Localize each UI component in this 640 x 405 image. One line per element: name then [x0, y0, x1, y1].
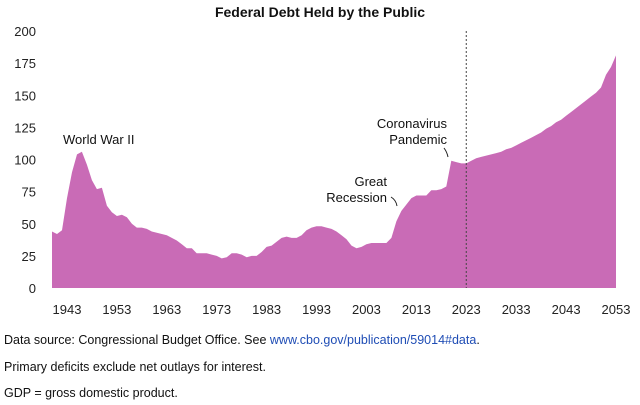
y-axis-ticks: 0 25 50 75 100 125 150 175 200	[14, 24, 36, 296]
annotation-coronavirus-pandemic: Coronavirus Pandemic	[377, 116, 448, 147]
annotation-arrow	[390, 196, 398, 207]
x-tick-label: 2003	[352, 302, 381, 317]
data-source-note: Data source: Congressional Budget Office…	[4, 333, 480, 347]
primary-deficits-note: Primary deficits exclude net outlays for…	[4, 360, 266, 374]
x-tick-label: 1953	[102, 302, 131, 317]
y-tick-label: 175	[14, 56, 36, 71]
y-tick-label: 25	[22, 249, 36, 264]
chart-title: Federal Debt Held by the Public	[214, 4, 426, 20]
y-tick-label: 50	[22, 217, 36, 232]
x-tick-label: 1943	[53, 302, 82, 317]
x-axis-ticks: 1943 1953 1963 1973 1983 1993 2003 2013 2023 2033…	[53, 302, 631, 317]
x-tick-label: 1973	[202, 302, 231, 317]
source-text: Data source: Congressional Budget Office…	[4, 333, 270, 347]
y-tick-label: 200	[14, 24, 36, 39]
y-tick-label: 100	[14, 153, 36, 168]
x-tick-label: 2013	[402, 302, 431, 317]
chart-annotations: World War II Great Recession Coronavirus Pan…	[63, 116, 449, 207]
gdp-note: GDP = gross domestic product.	[4, 386, 178, 400]
annotation-arrow	[443, 147, 449, 158]
x-tick-label: 1963	[152, 302, 181, 317]
x-tick-label: 2023	[452, 302, 481, 317]
debt-area	[52, 55, 616, 289]
y-tick-label: 150	[14, 88, 36, 103]
annotation-world-war-ii: World War II	[63, 132, 135, 147]
source-link[interactable]: www.cbo.gov/publication/59014#data	[269, 333, 477, 347]
annotation-great-recession: Great Recession	[326, 174, 387, 205]
y-tick-label: 0	[29, 281, 36, 296]
y-tick-label: 125	[14, 120, 36, 135]
x-tick-label: 1993	[302, 302, 331, 317]
source-suffix: .	[476, 333, 480, 347]
x-tick-label: 1983	[252, 302, 281, 317]
x-tick-label: 2033	[502, 302, 531, 317]
x-tick-label: 2053	[602, 302, 631, 317]
x-tick-label: 2043	[552, 302, 581, 317]
y-tick-label: 75	[22, 185, 36, 200]
